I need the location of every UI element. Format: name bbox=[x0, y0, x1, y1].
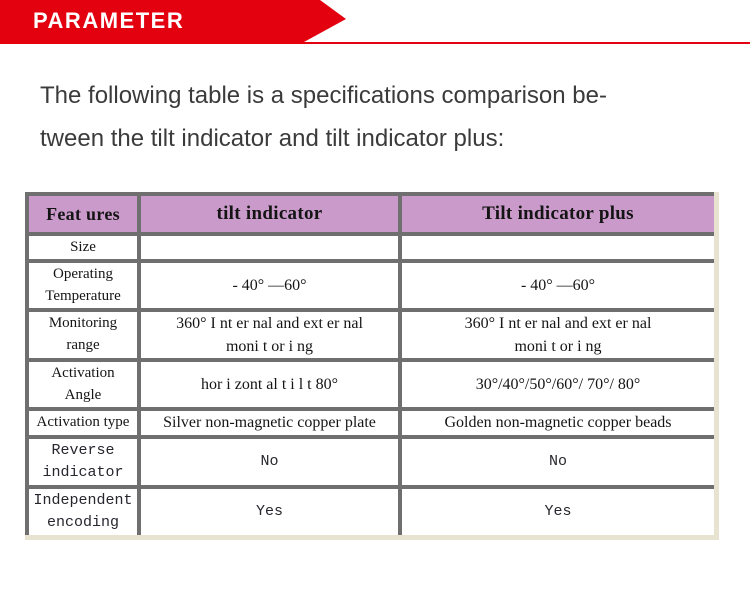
spec-table-wrap: Feat ures tilt indicator Tilt indicator … bbox=[25, 192, 719, 540]
table-row-monitoring-range: Monitoring range 360° I nt er nal and ex… bbox=[25, 308, 714, 359]
tilt-indicator-cell: 360° I nt er nal and ext er nal moni t o… bbox=[137, 308, 398, 359]
tilt-indicator-cell: Yes bbox=[137, 484, 398, 535]
tilt-indicator-plus-cell: - 40° —60° bbox=[398, 259, 714, 308]
feature-cell: Activation Angle bbox=[25, 358, 137, 408]
table-row-activation-type: Activation type Silver non-magnetic copp… bbox=[25, 407, 714, 435]
tilt-indicator-plus-cell bbox=[398, 232, 714, 259]
section-banner: PARAMETER bbox=[0, 0, 346, 42]
tilt-indicator-cell: No bbox=[137, 434, 398, 485]
tilt-indicator-cell bbox=[137, 232, 398, 259]
intro-text: The following table is a specifications … bbox=[40, 82, 607, 152]
feature-cell: Activation type bbox=[25, 407, 137, 435]
table-row-activation-angle: Activation Angle hor i zont al t i l t 8… bbox=[25, 358, 714, 408]
feature-cell: Monitoring range bbox=[25, 308, 137, 359]
header-row: Feat ures tilt indicator Tilt indicator … bbox=[25, 192, 714, 232]
section-banner-label: PARAMETER bbox=[33, 8, 185, 33]
column-header-tilt-indicator: tilt indicator bbox=[137, 192, 398, 232]
tilt-indicator-plus-cell: No bbox=[398, 434, 714, 485]
tilt-indicator-cell: - 40° —60° bbox=[137, 259, 398, 308]
tilt-indicator-plus-cell: 360° I nt er nal and ext er nal moni t o… bbox=[398, 308, 714, 359]
feature-cell: Operating Temperature bbox=[25, 259, 137, 308]
column-header-tilt-indicator-plus: Tilt indicator plus bbox=[398, 192, 714, 232]
column-header-features: Feat ures bbox=[25, 192, 137, 232]
tilt-indicator-plus-cell: 30°/40°/50°/60°/ 70°/ 80° bbox=[398, 358, 714, 408]
tilt-indicator-cell: Silver non-magnetic copper plate bbox=[137, 407, 398, 435]
feature-cell: Size bbox=[25, 232, 137, 259]
table-row-independent-encoding: Independent encoding Yes Yes bbox=[25, 484, 714, 535]
feature-cell: Reverse indicator bbox=[25, 434, 137, 485]
table-row-operating-temperature: Operating Temperature - 40° —60° - 40° —… bbox=[25, 259, 714, 308]
spec-table: Feat ures tilt indicator Tilt indicator … bbox=[25, 192, 714, 535]
feature-cell: Independent encoding bbox=[25, 484, 137, 535]
tilt-indicator-plus-cell: Yes bbox=[398, 484, 714, 535]
table-row-size: Size bbox=[25, 232, 714, 259]
tilt-indicator-cell: hor i zont al t i l t 80° bbox=[137, 358, 398, 408]
red-divider-line bbox=[0, 42, 750, 44]
tilt-indicator-plus-cell: Golden non-magnetic copper beads bbox=[398, 407, 714, 435]
table-row-reverse-indicator: Reverse indicator No No bbox=[25, 434, 714, 485]
